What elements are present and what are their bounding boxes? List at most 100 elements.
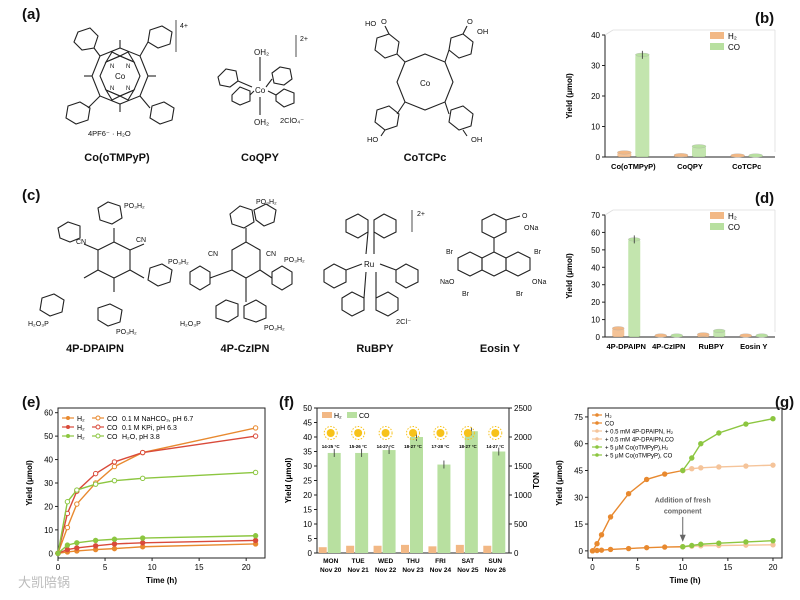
legend-label: H₂	[728, 32, 737, 41]
br-label: Br	[534, 249, 542, 256]
bar-cap	[739, 333, 752, 338]
compound-name-cotcpc: CoTCPc	[403, 152, 447, 164]
x-tick-label: 0	[56, 563, 61, 572]
series-g-1-point	[661, 544, 668, 550]
compound-name-coqpy: CoQPY	[241, 152, 279, 164]
x-tick-label: 10	[678, 563, 687, 572]
legend-co-label: CO	[107, 434, 118, 441]
day-label: FRI	[435, 558, 446, 565]
legend-h2-label: H₂	[77, 425, 85, 432]
series-g-5-point	[770, 537, 776, 544]
rubpy-structure: Ru 2+ 2Cl⁻	[323, 210, 425, 326]
y-tick-label: 20	[591, 92, 600, 101]
series-e-4-point	[74, 545, 80, 551]
legend-swatch	[347, 412, 357, 418]
cn-label: CN	[136, 237, 146, 244]
series-g-4-point	[770, 416, 776, 422]
h2o3p-label: H₂O₃P	[28, 321, 49, 328]
temp-label: 18-27 °C	[404, 444, 423, 449]
sun-icon	[409, 429, 417, 437]
y2-axis-label: TON	[532, 472, 541, 489]
legend-label: CO	[728, 43, 740, 52]
bar-h2	[455, 544, 464, 553]
cn-label: CN	[76, 239, 86, 246]
day-label: SAT	[462, 558, 475, 565]
legend-condition: 0.1 M NaHCO₃, pH 6.7	[122, 416, 193, 423]
day-label: TUE	[352, 558, 366, 565]
temp-label: 14-27 °C	[486, 444, 505, 449]
watermark: 大凯陪锅	[18, 575, 71, 590]
day-label: MON	[323, 558, 338, 565]
series-g-5-point	[743, 539, 749, 545]
x-category-label: RuBPY	[699, 342, 724, 351]
y-axis-label: Yield (μmol)	[284, 457, 293, 503]
charge-label: 2+	[300, 36, 308, 43]
co-atom-label: Co	[255, 86, 266, 95]
compound-name-rubpy: RuBPY	[356, 343, 394, 355]
ho-label: HO	[365, 19, 376, 28]
series-e-5-point	[92, 537, 99, 544]
series-e-2-point	[139, 475, 146, 482]
y-tick-label: 40	[303, 433, 312, 442]
oh2-label: OH₂	[254, 118, 269, 127]
bar-cap	[697, 332, 710, 337]
y-tick-label: 10	[591, 123, 600, 132]
bar-co	[327, 452, 341, 553]
series-g-1-point	[643, 544, 650, 551]
series-e-5-point	[252, 533, 259, 539]
bar-cap	[670, 333, 683, 338]
counterion-label: 2ClO₄⁻	[280, 116, 304, 125]
po3h2-label: PO₃H₂	[256, 199, 277, 206]
sun-rays-icon	[351, 426, 366, 440]
panel-label-f: (f)	[279, 394, 294, 411]
legend-label: + 5 μM Co(oTMPyP), CO	[605, 454, 673, 460]
bar-cap	[617, 150, 632, 155]
series-g-1-point	[598, 547, 605, 553]
bar-cap	[673, 153, 689, 158]
series-g-2-line	[682, 464, 773, 472]
series-g-1-point	[625, 545, 632, 552]
back-wall-edge	[604, 29, 614, 36]
y-tick-label: 40	[591, 31, 600, 40]
legend-marker	[95, 433, 101, 439]
series-g-2-point	[689, 466, 695, 472]
legend-marker	[595, 453, 599, 457]
bar-co	[628, 239, 641, 337]
day-label: THU	[406, 558, 420, 565]
legend-co-label: CO	[107, 416, 118, 423]
4p-dpaipn-structure: PO₃H₂ CN CN PO₃H₂ H₂O₃P PO₃H₂	[28, 201, 189, 336]
y-axis-label: Yield (μmol)	[565, 253, 574, 299]
legend-marker	[66, 425, 70, 429]
panel-label-c: (c)	[22, 187, 41, 204]
chart-f: 0510152025303540455005001000150020002500…	[284, 404, 541, 574]
y-tick-label: 60	[574, 440, 583, 449]
sun-rays-icon	[488, 426, 503, 440]
bar-cap	[748, 153, 763, 158]
bar-co	[410, 437, 423, 553]
o-label: O	[467, 17, 473, 26]
series-g-2-point	[743, 463, 749, 469]
legend-label: H₂	[728, 212, 737, 221]
legend-swatch	[710, 212, 724, 219]
chart-g: 0 5 10 15 20 0 15 30 45 60 75 Time (h) Yield (μmol) A…	[555, 407, 783, 585]
y-tick-label: 45	[574, 467, 583, 476]
bar-cap	[691, 144, 707, 149]
panel-label-g: (g)	[775, 394, 795, 411]
y-tick-label: 20	[44, 502, 53, 511]
series-g-4-point	[698, 441, 704, 447]
cotcpc-structure: HO O O OH HO OH Co	[365, 17, 488, 144]
y-tick-label: 20	[303, 491, 312, 500]
day-label: SUN	[488, 558, 502, 565]
compound-name-4p-czipn: 4P-CzIPN	[220, 343, 270, 355]
temp-label: 14-27 °C	[377, 444, 396, 449]
series-g-4-point	[716, 430, 722, 436]
co-atom-label: Co	[420, 79, 431, 88]
o-label: O	[522, 213, 528, 220]
series-g-0-point	[661, 471, 668, 477]
x-tick-label: 10	[148, 563, 157, 572]
series-g-5-point	[698, 541, 704, 547]
n-atom-label: N	[110, 64, 114, 70]
y2-tick-label: 2500	[514, 404, 532, 413]
bar-co	[692, 146, 706, 157]
legend-marker	[595, 413, 599, 417]
